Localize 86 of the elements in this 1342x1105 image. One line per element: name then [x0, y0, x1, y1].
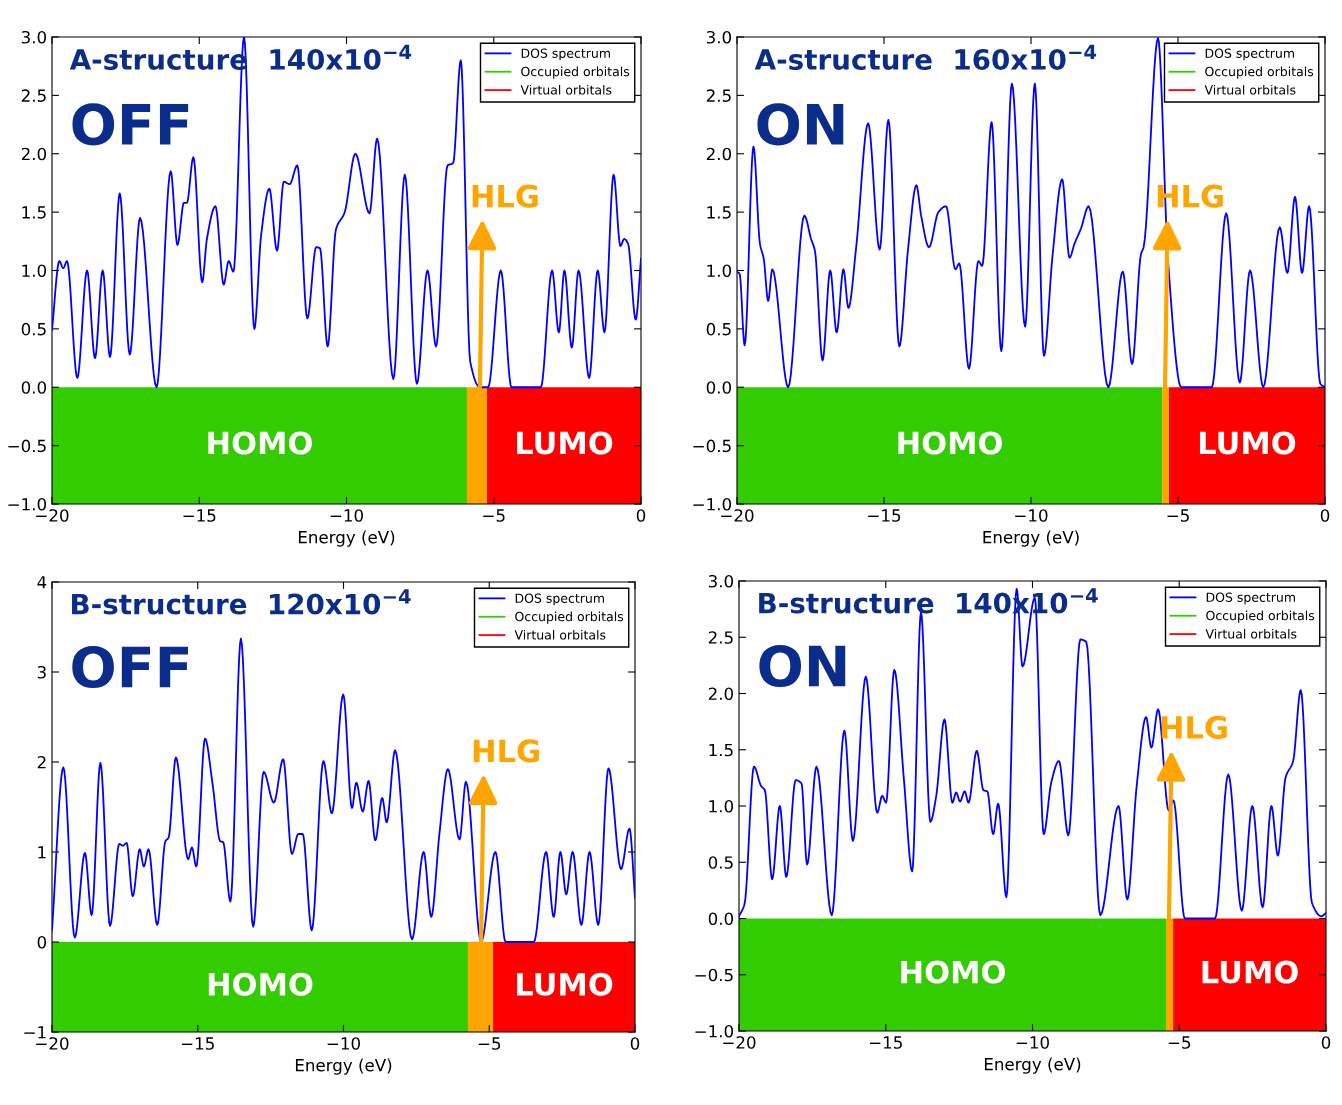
- legend-label: DOS spectrum: [1205, 48, 1294, 61]
- legend-label: Virtual orbitals: [1205, 628, 1297, 639]
- y-tick-label: 1.5: [707, 206, 731, 219]
- chart-title: A-structure 160x10$^{−4}$: [754, 44, 1097, 70]
- y-tick-label: 3.0: [708, 574, 734, 588]
- x-tick-label: −5: [478, 1037, 501, 1050]
- legend-label: DOS spectrum: [515, 593, 604, 606]
- x-tick-label: −10: [327, 1037, 360, 1050]
- y-tick-label: 0.5: [706, 322, 731, 336]
- text: OFF: [72, 645, 188, 688]
- y-tick-label: −1.0: [695, 1024, 734, 1038]
- chart-title: B-structure 120x10$^{−4}$: [72, 589, 411, 615]
- y-tick-label: 3.0: [706, 30, 732, 44]
- annotation: LUMO: [1202, 960, 1298, 984]
- y-tick-label: 1.0: [709, 799, 734, 813]
- y-tick-label: 1.0: [707, 264, 732, 278]
- annotation: LUMO: [1199, 431, 1296, 455]
- annotation: LUMO: [517, 972, 613, 996]
- y-tick-label: 2: [37, 755, 46, 769]
- y-tick-label: 2.5: [706, 89, 731, 102]
- y-tick-label: 1: [38, 846, 46, 859]
- y-tick-label: −0.5: [8, 439, 46, 453]
- x-tick-label: −20: [36, 1037, 69, 1050]
- x-tick-label: −5: [1168, 1036, 1191, 1049]
- y-tick-label: 3.0: [21, 30, 47, 44]
- annotation: HLG: [472, 184, 538, 208]
- y-tick-label: 0.0: [706, 381, 732, 394]
- x-axis-title: Energy (eV): [295, 1058, 392, 1075]
- text: ON: [757, 103, 844, 146]
- y-tick-label: 0.5: [708, 856, 733, 869]
- y-tick-label: 0.5: [21, 322, 46, 336]
- y-tick-label: −1.0: [693, 497, 732, 511]
- x-tick-label: −5: [483, 509, 505, 522]
- y-tick-label: −0.5: [693, 439, 731, 453]
- x-tick-label: −15: [869, 1036, 902, 1049]
- y-tick-label: 1.5: [709, 743, 733, 757]
- x-tick-label: 0: [1320, 509, 1330, 522]
- legend-label: DOS spectrum: [1206, 592, 1295, 605]
- text: OFF: [72, 103, 189, 146]
- x-tick-label: −15: [181, 1037, 214, 1050]
- y-tick-label: −1.0: [8, 497, 47, 511]
- x-tick-label: −20: [36, 509, 69, 522]
- text: ON: [759, 644, 846, 687]
- legend-label: Occupied orbitals: [521, 66, 630, 79]
- x-tick-label: −15: [183, 509, 216, 522]
- legend-label: DOS spectrum: [521, 48, 610, 61]
- y-tick-label: −1: [24, 1026, 46, 1039]
- annotation: HOMO: [901, 960, 1005, 984]
- y-tick-label: 1.0: [22, 264, 47, 278]
- legend-label: Virtual orbitals: [514, 629, 606, 640]
- x-tick-label: 0: [636, 509, 646, 522]
- legend-label: Occupied orbitals: [515, 611, 624, 624]
- legend-label: Virtual orbitals: [1204, 84, 1296, 95]
- annotation: HOMO: [898, 431, 1002, 455]
- x-tick-label: −10: [1016, 1036, 1049, 1049]
- annotation: HLG: [473, 739, 539, 763]
- y-tick-label: 0: [37, 935, 47, 949]
- x-tick-label: −20: [721, 509, 754, 522]
- x-axis-title: Energy (eV): [984, 1057, 1081, 1074]
- y-tick-label: 1.5: [22, 206, 46, 219]
- y-tick-label: 2.5: [708, 631, 733, 644]
- annotation: LUMO: [517, 431, 613, 455]
- y-tick-label: −0.5: [695, 968, 733, 982]
- y-tick-label: 4: [37, 576, 47, 589]
- x-tick-label: 0: [1321, 1036, 1331, 1049]
- x-tick-label: −10: [1015, 509, 1048, 522]
- x-tick-label: 0: [630, 1037, 640, 1050]
- x-axis-title: Energy (eV): [983, 530, 1079, 547]
- legend-label: Occupied orbitals: [1205, 66, 1314, 79]
- annotation: HOMO: [208, 972, 313, 996]
- x-tick-label: −15: [868, 509, 901, 522]
- x-tick-label: −20: [723, 1036, 756, 1049]
- x-tick-label: −5: [1167, 509, 1189, 522]
- y-tick-label: 2.0: [706, 147, 732, 161]
- legend-label: Occupied orbitals: [1206, 610, 1315, 623]
- y-tick-label: 2.5: [21, 89, 46, 102]
- annotation: HLG: [1161, 715, 1227, 739]
- y-tick-label: 3: [37, 665, 46, 679]
- legend-label: Virtual orbitals: [520, 84, 612, 95]
- y-tick-label: 0.0: [21, 381, 47, 394]
- y-tick-label: 0.0: [708, 912, 734, 926]
- annotation: HOMO: [208, 431, 312, 455]
- x-tick-label: −10: [330, 509, 363, 522]
- x-axis-title: Energy (eV): [298, 530, 395, 547]
- y-tick-label: 2.0: [708, 687, 734, 701]
- y-tick-label: 2.0: [21, 147, 47, 161]
